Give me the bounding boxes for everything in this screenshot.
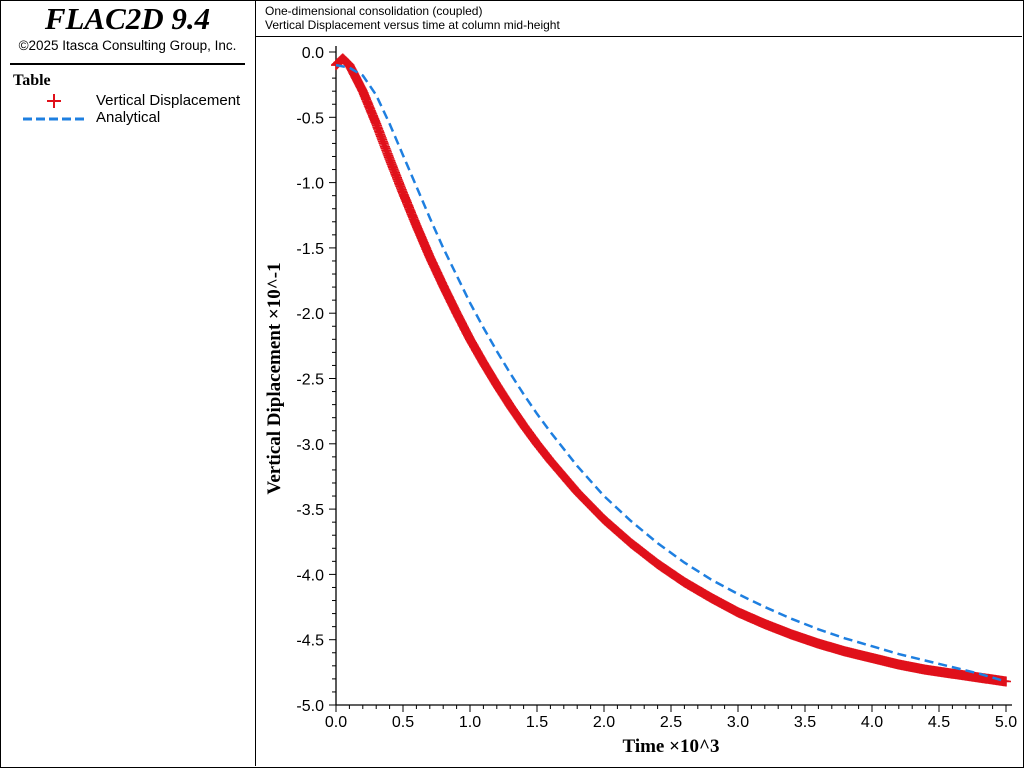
x-tick-label: 1.5 xyxy=(526,714,548,731)
x-tick-label: 0.5 xyxy=(392,714,414,731)
y-tick-label: -4.5 xyxy=(296,633,324,650)
data-point xyxy=(845,651,846,652)
data-point xyxy=(550,460,551,461)
x-tick-label: 5.0 xyxy=(995,714,1017,731)
data-point xyxy=(483,362,484,363)
data-point xyxy=(979,677,980,678)
data-point xyxy=(711,597,712,598)
x-tick-label: 2.5 xyxy=(660,714,682,731)
data-point xyxy=(403,193,404,194)
y-axis-title: Vertical Diplacement ×10^-1 xyxy=(264,262,285,494)
legend-item-vertical-displacement: Vertical Displacement xyxy=(96,92,241,109)
legend-divider xyxy=(10,63,245,65)
plot-header-line-1: One-dimensional consolidation (coupled) xyxy=(265,4,483,18)
legend-title: Table xyxy=(13,72,51,89)
data-point xyxy=(523,425,524,426)
x-tick-label: 1.0 xyxy=(459,714,481,731)
y-tick-label: -1.0 xyxy=(296,176,324,193)
data-point xyxy=(416,225,417,226)
x-tick-label: 0.0 xyxy=(325,714,347,731)
data-point xyxy=(604,519,605,520)
plot-header-line-2: Vertical Displacement versus time at col… xyxy=(265,18,560,32)
y-tick-label: -0.5 xyxy=(296,110,324,127)
copyright-text: ©2025 Itasca Consulting Group, Inc. xyxy=(18,38,237,53)
legend-symbols xyxy=(23,94,88,121)
x-tick-label: 2.0 xyxy=(593,714,615,731)
y-tick-label: -2.5 xyxy=(296,372,324,389)
data-point xyxy=(470,339,471,340)
data-point xyxy=(342,58,343,59)
data-point xyxy=(349,65,350,66)
data-point xyxy=(456,313,457,314)
data-point xyxy=(925,669,926,670)
x-axis-title: Time ×10^3 xyxy=(623,736,720,757)
data-point xyxy=(429,257,430,258)
data-point xyxy=(952,673,953,674)
series-vertical-displacement xyxy=(331,53,1011,687)
chart-axes: 0.0 0.5 1.0 1.5 2.0 2.5 3.0 3.5 4.0 4.5 5.0 0.0 -0.5… xyxy=(296,45,1017,731)
data-point xyxy=(818,643,819,644)
data-point xyxy=(443,285,444,286)
plot-header: One-dimensional consolidation (coupled) … xyxy=(256,0,1022,37)
series-analytical xyxy=(335,63,1007,683)
plus-icon xyxy=(47,94,61,108)
y-tick-label: -3.0 xyxy=(296,437,324,454)
data-point xyxy=(537,443,538,444)
data-point xyxy=(764,624,765,625)
y-tick-label: -2.0 xyxy=(296,306,324,323)
y-tick-label: -5.0 xyxy=(296,698,324,715)
data-point xyxy=(898,664,899,665)
data-point xyxy=(376,123,377,124)
data-point xyxy=(738,612,739,613)
data-point xyxy=(657,563,658,564)
data-point xyxy=(577,492,578,493)
y-tick-label: -4.0 xyxy=(296,567,324,584)
series-line xyxy=(335,63,1007,683)
y-tick-label: -3.5 xyxy=(296,502,324,519)
legend-panel: FLAC2D 9.4 ©2025 Itasca Consulting Group… xyxy=(0,0,256,766)
x-tick-label: 3.5 xyxy=(794,714,816,731)
data-point xyxy=(496,385,497,386)
data-point xyxy=(684,582,685,583)
x-tick-label: 4.5 xyxy=(928,714,950,731)
data-point xyxy=(362,91,363,92)
y-tick-label: 0.0 xyxy=(302,45,324,62)
data-point xyxy=(872,657,873,658)
data-point xyxy=(791,634,792,635)
x-tick-label: 3.0 xyxy=(727,714,749,731)
data-point-markers xyxy=(331,53,1011,687)
y-tick-label: -1.5 xyxy=(296,241,324,258)
chart-series xyxy=(331,53,1011,687)
x-tick-label: 4.0 xyxy=(861,714,883,731)
data-point xyxy=(630,543,631,544)
data-point xyxy=(389,159,390,160)
data-point xyxy=(510,405,511,406)
legend-item-analytical: Analytical xyxy=(96,109,161,126)
app-title: FLAC2D 9.4 xyxy=(44,1,211,36)
